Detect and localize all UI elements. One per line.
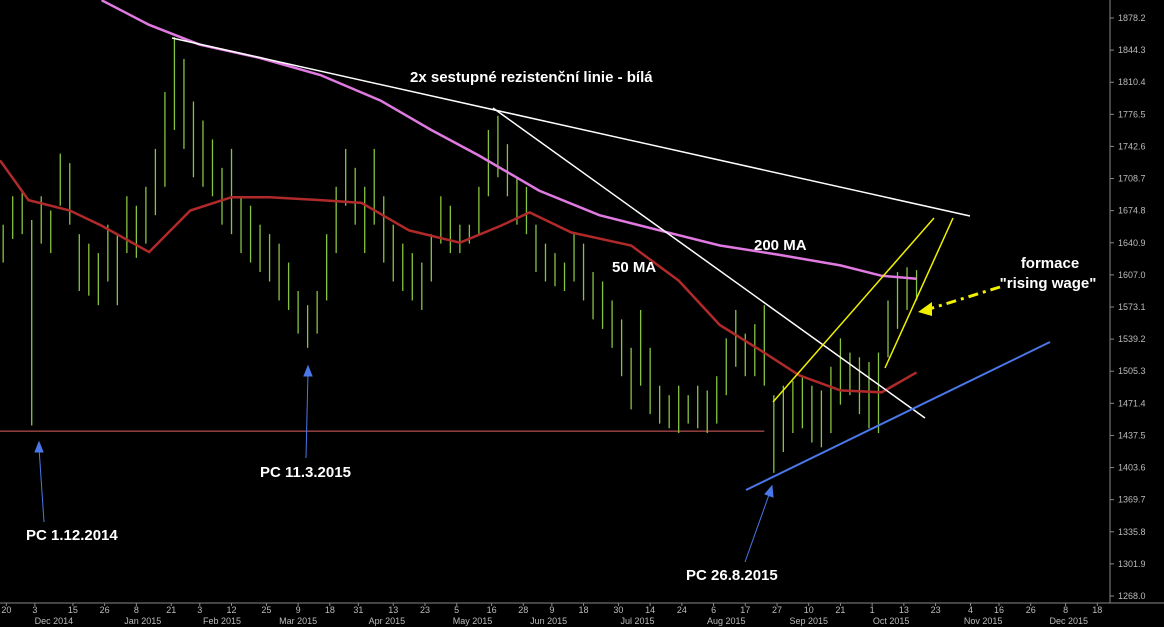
- x-tick-label: 3: [32, 605, 37, 615]
- month-label: Feb 2015: [203, 616, 241, 626]
- arrow-head: [303, 364, 313, 377]
- month-label: Nov 2015: [964, 616, 1003, 626]
- y-tick-label: 1844.3: [1118, 45, 1146, 55]
- x-tick-label: 23: [420, 605, 430, 615]
- y-tick-label: 1708.7: [1118, 174, 1146, 184]
- x-tick-label: 14: [645, 605, 655, 615]
- y-tick-label: 1742.6: [1118, 141, 1146, 151]
- trend-line: [492, 107, 926, 419]
- x-tick-label: 17: [740, 605, 750, 615]
- x-tick-label: 21: [835, 605, 845, 615]
- x-tick-label: 10: [804, 605, 814, 615]
- y-tick-label: 1607.0: [1118, 270, 1146, 280]
- x-tick-label: 28: [518, 605, 528, 615]
- y-tick-label: 1539.2: [1118, 334, 1146, 344]
- y-tick-label: 1403.6: [1118, 463, 1146, 473]
- arrow-head: [764, 484, 774, 498]
- y-tick-label: 1674.8: [1118, 206, 1146, 216]
- month-label: Jun 2015: [530, 616, 567, 626]
- y-tick-label: 1810.4: [1118, 77, 1146, 87]
- month-label: Jul 2015: [620, 616, 654, 626]
- x-tick-label: 30: [613, 605, 623, 615]
- y-tick-label: 1878.2: [1118, 13, 1146, 23]
- x-tick-label: 27: [772, 605, 782, 615]
- x-tick-label: 4: [968, 605, 973, 615]
- y-tick-label: 1301.9: [1118, 559, 1146, 569]
- channel-line: [772, 217, 935, 403]
- y-tick-label: 1437.5: [1118, 430, 1146, 440]
- month-label: May 2015: [453, 616, 493, 626]
- x-tick-label: 6: [711, 605, 716, 615]
- annotation: 50 MA: [612, 259, 656, 276]
- y-tick-label: 1640.9: [1118, 238, 1146, 248]
- x-tick-label: 16: [994, 605, 1004, 615]
- x-tick-label: 26: [1026, 605, 1036, 615]
- annotation: PC 1.12.2014: [26, 527, 118, 544]
- annotation: PC 26.8.2015: [686, 567, 778, 584]
- month-label: Sep 2015: [789, 616, 828, 626]
- x-tick-label: 8: [1063, 605, 1068, 615]
- annotation: PC 11.3.2015: [260, 464, 351, 481]
- arrow: [305, 371, 309, 459]
- x-tick-label: 26: [100, 605, 110, 615]
- x-tick-label: 18: [325, 605, 335, 615]
- x-tick-label: 16: [487, 605, 497, 615]
- x-tick-label: 9: [296, 605, 301, 615]
- moving-average: [0, 159, 918, 394]
- x-tick-label: 18: [579, 605, 589, 615]
- arrow-head: [918, 302, 932, 316]
- x-tick-label: 25: [261, 605, 271, 615]
- x-tick-label: 13: [899, 605, 909, 615]
- annotation: formace: [1021, 255, 1079, 272]
- arrow: [925, 285, 1001, 312]
- month-label: Dec 2015: [1050, 616, 1089, 626]
- x-tick-label: 8: [134, 605, 139, 615]
- x-tick-label: 3: [197, 605, 202, 615]
- x-tick-label: 12: [227, 605, 237, 615]
- x-tick-label: 23: [931, 605, 941, 615]
- month-label: Jan 2015: [124, 616, 161, 626]
- y-tick-label: 1268.0: [1118, 591, 1146, 601]
- month-label: Oct 2015: [873, 616, 910, 626]
- x-tick-label: 18: [1092, 605, 1102, 615]
- month-label: Apr 2015: [369, 616, 406, 626]
- month-label: Dec 2014: [35, 616, 74, 626]
- x-tick-label: 20: [1, 605, 11, 615]
- x-tick-label: 1: [870, 605, 875, 615]
- x-tick-label: 15: [68, 605, 78, 615]
- arrow: [744, 491, 771, 563]
- y-tick-label: 1335.8: [1118, 527, 1146, 537]
- x-tick-label: 21: [166, 605, 176, 615]
- month-label: Aug 2015: [707, 616, 746, 626]
- trend-line: [171, 37, 971, 217]
- annotation: 200 MA: [754, 237, 807, 254]
- month-label: Mar 2015: [279, 616, 317, 626]
- y-tick-label: 1573.1: [1118, 302, 1146, 312]
- x-tick-label: 24: [677, 605, 687, 615]
- arrow: [38, 447, 45, 523]
- y-tick-label: 1776.5: [1118, 109, 1146, 119]
- annotation: "rising wage": [1000, 275, 1097, 292]
- arrow-head: [34, 440, 44, 453]
- y-tick-label: 1369.7: [1118, 495, 1146, 505]
- annotation: 2x sestupné rezistenční linie - bílá: [410, 69, 653, 86]
- arrows: [34, 364, 774, 563]
- x-tick-label: 5: [454, 605, 459, 615]
- channel-line: [884, 217, 954, 369]
- support-line: [745, 341, 1051, 491]
- y-tick-label: 1505.3: [1118, 366, 1146, 376]
- x-tick-label: 31: [353, 605, 363, 615]
- x-tick-label: 13: [388, 605, 398, 615]
- x-tick-label: 9: [549, 605, 554, 615]
- y-tick-label: 1471.4: [1118, 398, 1146, 408]
